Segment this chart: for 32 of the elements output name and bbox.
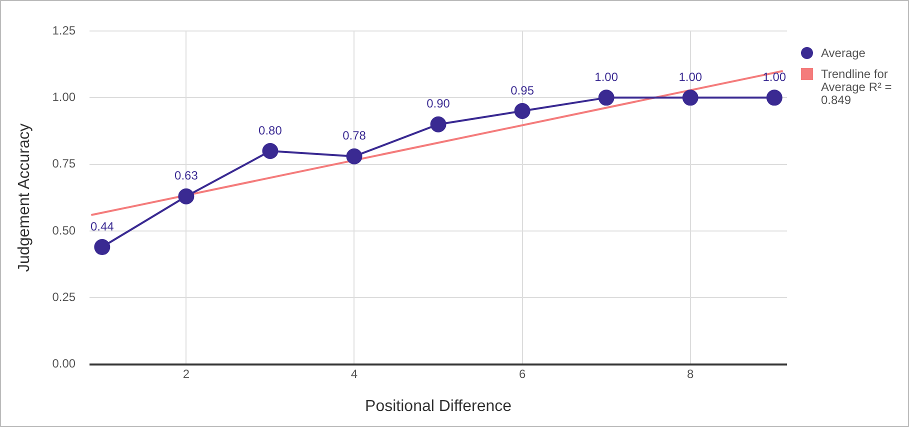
data-label: 1.00 bbox=[594, 70, 618, 84]
point bbox=[178, 188, 194, 204]
data-label: 0.44 bbox=[90, 219, 114, 234]
data-label: 0.80 bbox=[258, 123, 282, 138]
data-label: 0.95 bbox=[510, 83, 534, 98]
y-tick-label: 1.00 bbox=[52, 90, 76, 104]
data-label: 1.00 bbox=[678, 70, 702, 84]
x-tick-label: 2 bbox=[182, 366, 190, 381]
point bbox=[514, 103, 530, 120]
point bbox=[598, 90, 614, 106]
y-tick-label: 0.50 bbox=[52, 223, 76, 238]
point bbox=[346, 148, 362, 164]
y-tick-label: 0.75 bbox=[52, 156, 76, 171]
x-tick-label: 4 bbox=[350, 366, 358, 381]
y-tick-label: 1.25 bbox=[52, 23, 76, 38]
point bbox=[430, 116, 446, 132]
y-axis-title: Judgement Accuracy bbox=[16, 123, 34, 272]
data-label: 0.78 bbox=[342, 128, 366, 143]
y-tick-label: 0.00 bbox=[52, 356, 76, 371]
legend-label: Average bbox=[821, 46, 866, 60]
x-tick-label: 8 bbox=[687, 366, 694, 381]
point bbox=[682, 90, 698, 106]
x-tick-label: 6 bbox=[518, 366, 526, 381]
data-label: 1.00 bbox=[762, 70, 786, 84]
data-label: 0.90 bbox=[426, 96, 450, 111]
x-axis-title: Positional Difference bbox=[365, 398, 512, 415]
legend-label: Trendline for Average R² = 0.849 bbox=[821, 67, 893, 107]
point bbox=[262, 143, 278, 160]
y-tick-label: 0.25 bbox=[52, 290, 76, 304]
point bbox=[766, 90, 782, 106]
data-label: 0.63 bbox=[174, 168, 198, 183]
point bbox=[94, 239, 110, 256]
